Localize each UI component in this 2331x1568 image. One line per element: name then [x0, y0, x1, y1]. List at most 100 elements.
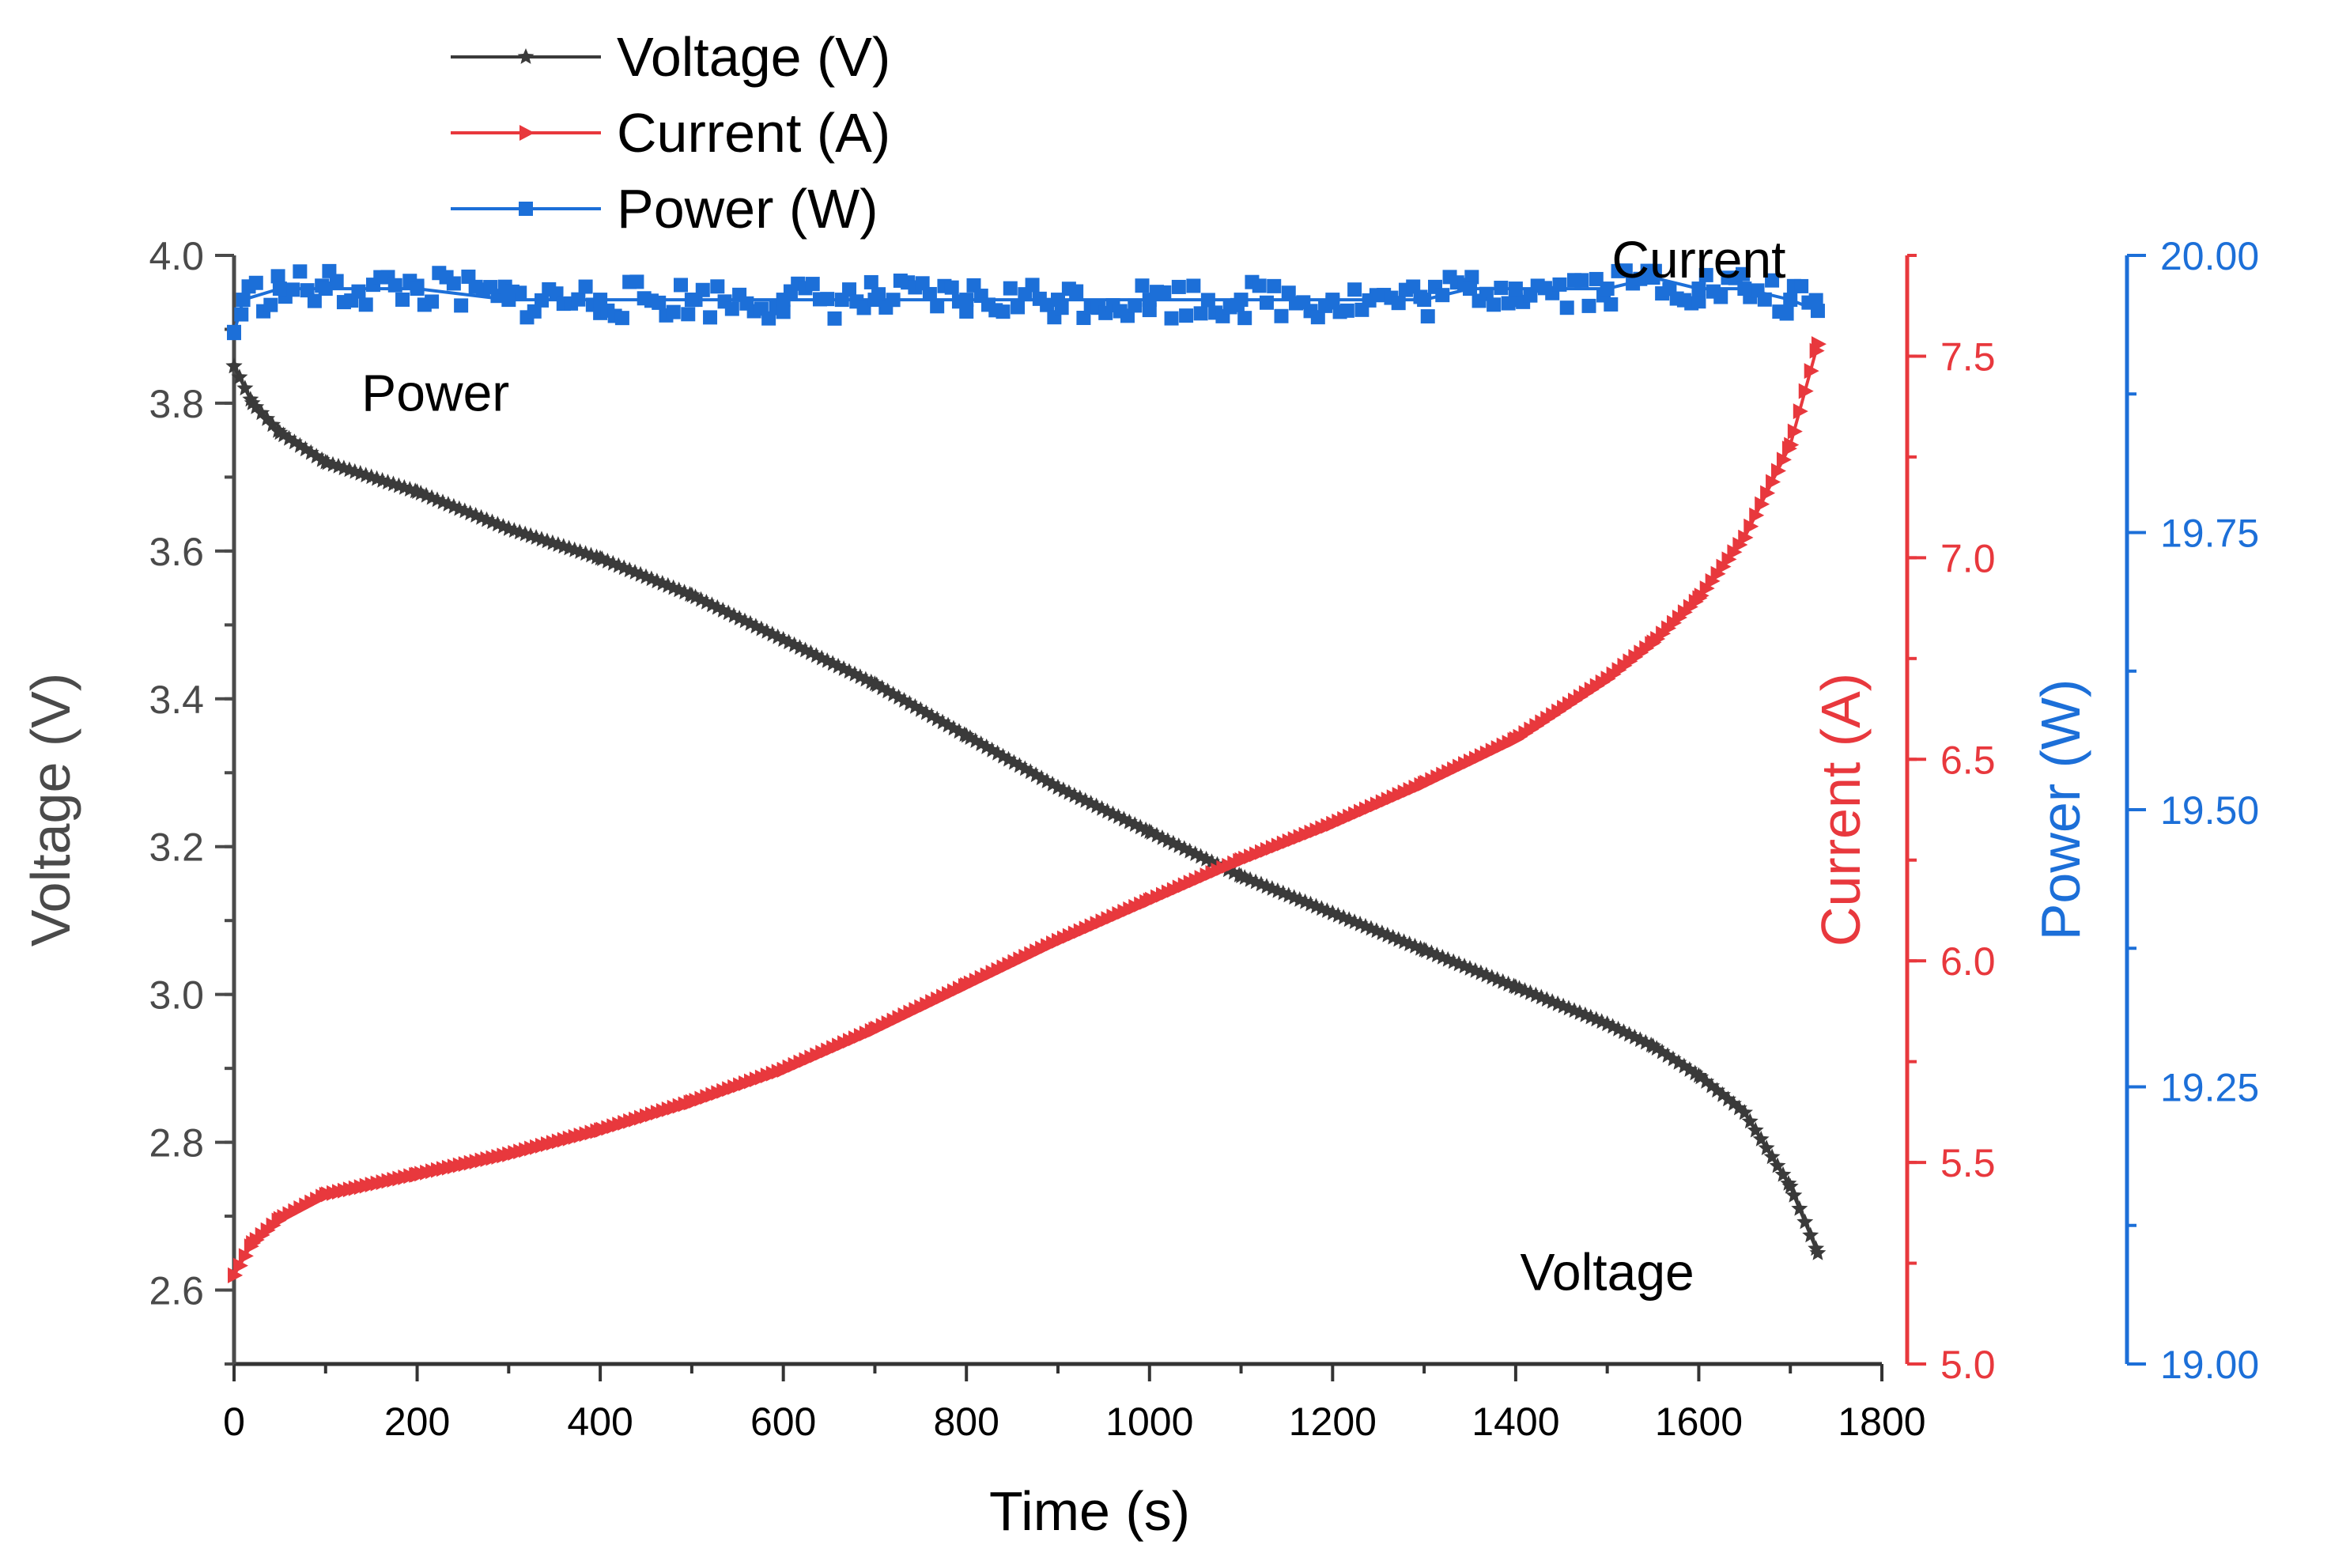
power-marker [527, 304, 542, 319]
power-marker [1339, 303, 1354, 318]
power-marker [666, 304, 681, 319]
power-marker [270, 269, 285, 284]
power-marker [1757, 292, 1772, 307]
power-marker [614, 311, 629, 326]
legend-marker-voltage [517, 48, 535, 64]
voltage-marker [1763, 1148, 1781, 1165]
power-marker [1179, 308, 1194, 323]
voltage-marker [1593, 1013, 1611, 1030]
power-marker [395, 292, 410, 307]
voltage-markers [225, 357, 1827, 1260]
voltage-marker [758, 622, 776, 639]
current-tick-label: 5.5 [1940, 1141, 1996, 1185]
power-marker [1435, 288, 1450, 303]
x-tick-label: 600 [750, 1400, 816, 1444]
voltage-marker [1439, 950, 1456, 967]
power-marker [248, 275, 263, 290]
current-marker [1727, 544, 1743, 561]
power-marker [1128, 298, 1143, 313]
x-tick-label: 1000 [1105, 1400, 1193, 1444]
power-marker [535, 293, 550, 308]
power-marker [285, 282, 300, 297]
x-tick-label: 1800 [1838, 1400, 1925, 1444]
current-data-point [246, 1235, 262, 1252]
power-tick-label: 19.25 [2160, 1066, 2259, 1110]
legend-label-voltage: Voltage (V) [617, 26, 890, 88]
power-data-point [684, 293, 699, 308]
power-marker [329, 274, 344, 289]
power-data-point [1645, 270, 1660, 285]
power-data-point [272, 281, 287, 297]
power-marker [1025, 278, 1040, 293]
legend-label-power: Power (W) [617, 178, 878, 240]
current-marker [1755, 496, 1770, 512]
voltage-data-point [1415, 941, 1433, 958]
power-data-point [1691, 281, 1706, 297]
voltage-data-point [1233, 867, 1249, 883]
power-marker [1259, 295, 1274, 310]
current-data-point [1509, 731, 1524, 747]
power-marker [263, 297, 278, 312]
current-tick-label: 7.5 [1940, 334, 1996, 379]
power-marker [1135, 278, 1150, 293]
voltage-marker [1099, 803, 1116, 819]
power-marker [1186, 278, 1201, 293]
voltage-marker [1791, 1200, 1808, 1216]
power-marker [673, 278, 688, 293]
power-marker [1794, 278, 1809, 293]
voltage-data-point [1691, 1067, 1707, 1083]
voltage-tick-label: 3.6 [149, 530, 204, 574]
voltage-data-point [1809, 1244, 1827, 1260]
current-marker [238, 1248, 254, 1264]
power-data-point [236, 293, 251, 308]
voltage-marker [1664, 1050, 1682, 1067]
legend: Voltage (V) Current (A) Power (W) [451, 26, 890, 240]
power-marker [856, 300, 871, 315]
power-data-point [1325, 293, 1340, 308]
current-marker [1804, 363, 1819, 380]
power-marker [1713, 289, 1728, 304]
voltage-data-point [225, 357, 243, 374]
x-tick-label: 400 [567, 1400, 633, 1444]
power-marker [1589, 271, 1604, 286]
power-tick-label: 20.00 [2160, 234, 2259, 278]
current-data-point [1692, 590, 1708, 606]
power-data-point [1051, 293, 1065, 308]
x-tick-label: 1200 [1289, 1400, 1377, 1444]
voltage-marker [1148, 826, 1166, 843]
voltage-marker [1802, 1226, 1819, 1243]
power-marker [1581, 298, 1596, 313]
annotations: Power Current Voltage [361, 230, 1785, 1301]
power-data-point [1508, 281, 1523, 297]
voltage-data-point [1049, 779, 1067, 795]
current-tick-label: 5.0 [1940, 1343, 1996, 1387]
current-data-point [1784, 436, 1800, 453]
voltage-marker [852, 668, 869, 684]
legend-marker-current [519, 125, 535, 141]
power-marker [1420, 309, 1435, 324]
power-marker [703, 310, 718, 325]
current-data-point [960, 977, 976, 993]
power-marker [710, 279, 725, 294]
voltage-marker [1774, 1166, 1792, 1182]
voltage-tick-label: 2.8 [149, 1121, 204, 1166]
voltage-marker [1313, 900, 1330, 916]
power-marker [1698, 267, 1713, 282]
current-axis-title: Current (A) [1810, 673, 1872, 946]
voltage-marker [1785, 1186, 1803, 1203]
power-marker [776, 304, 791, 319]
voltage-data-point [271, 424, 289, 440]
power-marker [351, 284, 366, 299]
x-axis-title: Time (s) [989, 1480, 1190, 1542]
current-marker [1732, 537, 1748, 554]
voltage-tick-label: 4.0 [149, 234, 204, 278]
voltage-tick-label: 2.6 [149, 1269, 204, 1313]
power-marker [571, 292, 586, 307]
power-marker [886, 293, 901, 308]
power-marker [842, 282, 857, 297]
current-data-point [1811, 336, 1827, 353]
power-marker [454, 298, 469, 313]
power-marker [1479, 286, 1494, 301]
power-marker [1069, 284, 1084, 299]
current-tick-label: 6.5 [1940, 738, 1996, 782]
